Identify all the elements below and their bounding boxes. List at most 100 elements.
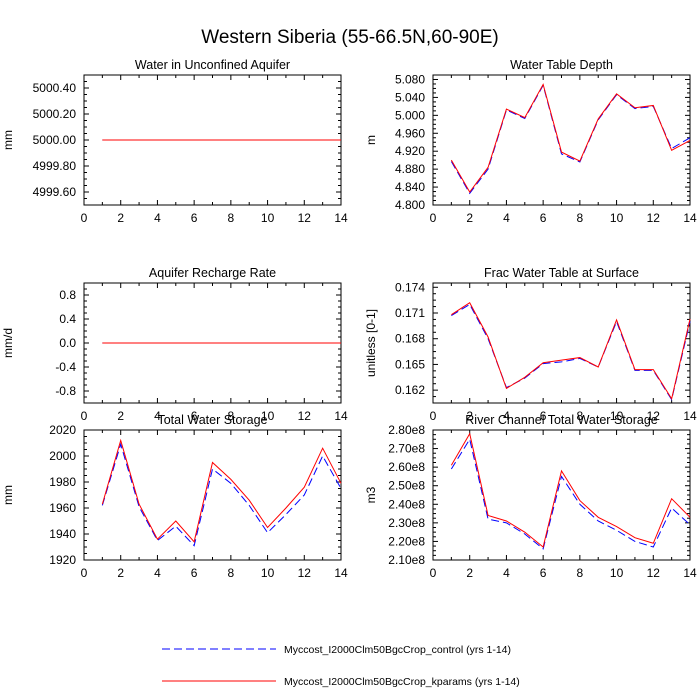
y-tick-label: 2.50e8 bbox=[388, 479, 425, 493]
panel-title: Frac Water Table at Surface bbox=[484, 266, 639, 280]
y-tick-label: 0.174 bbox=[395, 280, 425, 294]
x-tick-label: 4 bbox=[503, 211, 510, 225]
y-tick-label: 5000.00 bbox=[33, 133, 77, 147]
y-tick-label: -0.4 bbox=[55, 360, 76, 374]
x-tick-label: 0 bbox=[81, 409, 88, 423]
panels: Water in Unconfined Aquifer mm 0 2 4 6 8 10 12 14… bbox=[1, 58, 697, 580]
panel-title: River Channel Total Water Storage bbox=[465, 413, 658, 427]
panel-title: Water Table Depth bbox=[510, 58, 613, 72]
x-tick-label: 14 bbox=[683, 566, 697, 580]
y-tick-label: 4.880 bbox=[395, 162, 425, 176]
y-tick-label: 5.000 bbox=[395, 108, 425, 122]
panel-4: Frac Water Table at Surface unitless [0-1… bbox=[364, 266, 697, 423]
panel-5: Total Water Storage mm 0 2 4 6 8 10 12 14 1920 1940… bbox=[1, 413, 348, 580]
x-tick-label: 14 bbox=[683, 409, 697, 423]
y-tick-label: 2.30e8 bbox=[388, 516, 425, 530]
y-tick-label: 5.040 bbox=[395, 90, 425, 104]
y-tick-label: 0.4 bbox=[59, 312, 76, 326]
y-tick-label: 0.168 bbox=[395, 332, 425, 346]
y-axis-label: mm/d bbox=[1, 328, 15, 358]
y-tick-label: 4.920 bbox=[395, 144, 425, 158]
panel-3: Aquifer Recharge Rate mm/d 0 2 4 6 8 10 12 14 -0.8… bbox=[1, 266, 348, 423]
legend-label-kparams: Myccost_I2000Clm50BgcCrop_kparams (yrs 1… bbox=[284, 676, 520, 688]
y-axis-label: unitless [0-1] bbox=[364, 309, 378, 377]
plot-frame bbox=[432, 429, 691, 561]
x-tick-label: 2 bbox=[466, 566, 473, 580]
y-tick-label: 2.60e8 bbox=[388, 460, 425, 474]
panel-6: River Channel Total Water Storage m3 0 2 4 6 8… bbox=[364, 413, 697, 580]
y-tick-label: 4999.80 bbox=[33, 159, 77, 173]
x-tick-label: 6 bbox=[540, 566, 547, 580]
y-tick-label: 2.40e8 bbox=[388, 497, 425, 511]
x-tick-label: 4 bbox=[503, 566, 510, 580]
y-tick-label: 2.10e8 bbox=[388, 553, 425, 567]
x-tick-label: 4 bbox=[154, 409, 161, 423]
y-tick-label: 5000.20 bbox=[33, 107, 77, 121]
y-tick-label: 2000 bbox=[49, 449, 76, 463]
x-tick-label: 14 bbox=[334, 566, 348, 580]
y-tick-label: 4.840 bbox=[395, 180, 425, 194]
y-tick-label: 4.800 bbox=[395, 198, 425, 212]
y-axis-label: mm bbox=[1, 130, 15, 150]
x-tick-label: 2 bbox=[466, 409, 473, 423]
x-tick-label: 2 bbox=[117, 211, 124, 225]
x-tick-label: 10 bbox=[610, 211, 624, 225]
x-tick-label: 6 bbox=[191, 409, 198, 423]
panel-title: Aquifer Recharge Rate bbox=[149, 266, 276, 280]
x-tick-label: 4 bbox=[154, 566, 161, 580]
x-tick-label: 8 bbox=[577, 211, 584, 225]
y-tick-label: 5000.40 bbox=[33, 81, 77, 95]
y-axis-label: m bbox=[364, 135, 378, 145]
x-tick-label: 8 bbox=[577, 409, 584, 423]
series-line-kparams bbox=[450, 83, 691, 193]
legend-label-control: Myccost_I2000Clm50BgcCrop_control (yrs 1… bbox=[284, 644, 511, 656]
x-tick-label: 8 bbox=[577, 566, 584, 580]
x-tick-label: 0 bbox=[81, 211, 88, 225]
y-axis-label: m3 bbox=[364, 486, 378, 503]
x-tick-label: 8 bbox=[228, 566, 235, 580]
series-line-control bbox=[450, 437, 691, 550]
x-tick-label: 12 bbox=[647, 211, 661, 225]
figure-title: Western Siberia (55-66.5N,60-90E) bbox=[201, 27, 498, 48]
x-tick-label: 12 bbox=[298, 211, 312, 225]
y-tick-label: 0.0 bbox=[59, 336, 76, 350]
y-tick-label: 4999.60 bbox=[33, 185, 77, 199]
x-tick-label: 0 bbox=[430, 566, 437, 580]
y-tick-label: 2.80e8 bbox=[388, 423, 425, 437]
panel-1: Water in Unconfined Aquifer mm 0 2 4 6 8 10 12 14… bbox=[1, 58, 348, 225]
y-tick-label: 1980 bbox=[49, 475, 76, 489]
y-axis-label: mm bbox=[1, 485, 15, 505]
y-tick-label: 2.70e8 bbox=[388, 442, 425, 456]
series-line-control bbox=[451, 303, 691, 401]
x-tick-label: 10 bbox=[610, 566, 624, 580]
plot-frame bbox=[432, 282, 691, 404]
x-tick-label: 12 bbox=[298, 409, 312, 423]
panel-title: Total Water Storage bbox=[157, 413, 267, 427]
x-tick-label: 10 bbox=[261, 566, 275, 580]
x-tick-label: 14 bbox=[683, 211, 697, 225]
plot-frame bbox=[83, 429, 342, 561]
y-tick-label: 1920 bbox=[49, 553, 76, 567]
x-tick-label: 0 bbox=[430, 409, 437, 423]
x-tick-label: 0 bbox=[81, 566, 88, 580]
x-tick-label: 12 bbox=[647, 566, 661, 580]
y-tick-label: 0.8 bbox=[59, 288, 76, 302]
y-tick-label: 1940 bbox=[49, 527, 76, 541]
x-tick-label: 4 bbox=[154, 211, 161, 225]
x-tick-label: 2 bbox=[466, 211, 473, 225]
x-tick-label: 14 bbox=[334, 409, 348, 423]
y-tick-label: 2.20e8 bbox=[388, 534, 425, 548]
series-line-control bbox=[450, 83, 691, 195]
x-tick-label: 6 bbox=[191, 566, 198, 580]
y-tick-label: 0.165 bbox=[395, 357, 425, 371]
y-tick-label: 5.080 bbox=[395, 72, 425, 86]
x-tick-label: 14 bbox=[334, 211, 348, 225]
x-tick-label: 6 bbox=[540, 211, 547, 225]
y-tick-label: 4.960 bbox=[395, 126, 425, 140]
x-tick-label: 2 bbox=[117, 409, 124, 423]
y-tick-label: 2020 bbox=[49, 423, 76, 437]
series-line-kparams bbox=[101, 438, 342, 543]
x-tick-label: 8 bbox=[228, 409, 235, 423]
series-line-kparams bbox=[450, 432, 691, 548]
